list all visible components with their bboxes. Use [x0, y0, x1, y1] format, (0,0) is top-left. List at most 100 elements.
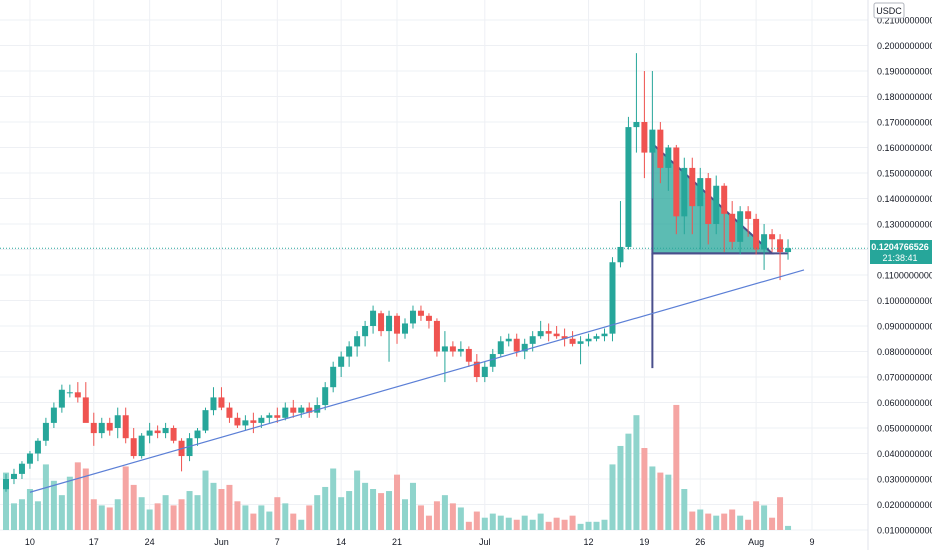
candle-body[interactable]	[250, 420, 257, 423]
candle[interactable]	[729, 201, 736, 250]
candle-body[interactable]	[593, 336, 600, 339]
candle[interactable]	[521, 338, 528, 360]
candle-body[interactable]	[417, 310, 424, 316]
candle[interactable]	[465, 346, 472, 367]
descending-triangle-drawing[interactable]	[651, 141, 789, 369]
candle[interactable]	[473, 354, 480, 383]
candle[interactable]	[402, 318, 408, 339]
candle-body[interactable]	[402, 323, 408, 334]
candle[interactable]	[577, 336, 584, 365]
candle-body[interactable]	[601, 333, 608, 337]
candle-body[interactable]	[609, 262, 616, 334]
candle-body[interactable]	[641, 122, 648, 153]
candle[interactable]	[146, 422, 153, 444]
candle-body[interactable]	[378, 313, 385, 332]
candle-body[interactable]	[138, 435, 145, 457]
candle[interactable]	[10, 468, 17, 485]
candle-body[interactable]	[90, 422, 97, 434]
candle[interactable]	[449, 341, 456, 357]
candle-body[interactable]	[82, 397, 89, 423]
candle-body[interactable]	[274, 415, 281, 418]
candle-body[interactable]	[298, 407, 305, 413]
candle-body[interactable]	[66, 392, 73, 394]
candle-body[interactable]	[553, 333, 560, 337]
candle-body[interactable]	[449, 346, 456, 352]
candle-body[interactable]	[561, 336, 568, 339]
candle-body[interactable]	[481, 366, 488, 377]
candle[interactable]	[665, 144, 672, 191]
candle[interactable]	[394, 313, 401, 344]
candle[interactable]	[194, 428, 201, 446]
candle-body[interactable]	[266, 415, 273, 418]
candle-body[interactable]	[234, 417, 241, 426]
candle[interactable]	[274, 407, 281, 423]
candle-body[interactable]	[409, 310, 416, 324]
candle[interactable]	[90, 412, 97, 446]
candle-body[interactable]	[258, 417, 265, 423]
candle-body[interactable]	[34, 440, 41, 454]
candle-body[interactable]	[338, 356, 345, 367]
candle-body[interactable]	[433, 320, 440, 352]
candle-body[interactable]	[777, 239, 784, 253]
candle[interactable]	[298, 405, 305, 418]
candle-body[interactable]	[753, 218, 760, 250]
candle-body[interactable]	[106, 422, 113, 431]
candle-body[interactable]	[425, 315, 432, 321]
candle[interactable]	[50, 402, 57, 429]
candle[interactable]	[226, 402, 233, 423]
candle-body[interactable]	[98, 422, 105, 434]
candle[interactable]	[306, 402, 313, 418]
candle-body[interactable]	[218, 397, 225, 408]
candle-body[interactable]	[226, 407, 233, 418]
candle[interactable]	[785, 239, 792, 260]
candle[interactable]	[42, 417, 49, 446]
candle-body[interactable]	[649, 129, 656, 153]
candle[interactable]	[569, 331, 576, 347]
candle-body[interactable]	[202, 410, 209, 431]
candle[interactable]	[625, 116, 632, 250]
candle[interactable]	[58, 384, 65, 413]
candle-body[interactable]	[673, 147, 680, 217]
candle-body[interactable]	[577, 341, 584, 344]
candle[interactable]	[98, 417, 105, 439]
candle[interactable]	[330, 361, 337, 393]
candle-body[interactable]	[306, 407, 313, 413]
candle-body[interactable]	[473, 361, 480, 377]
candle-body[interactable]	[386, 315, 393, 332]
candle[interactable]	[545, 323, 552, 342]
candle[interactable]	[417, 305, 424, 321]
candle[interactable]	[234, 412, 241, 428]
candle-body[interactable]	[617, 246, 624, 263]
candle[interactable]	[3, 473, 9, 492]
candle[interactable]	[66, 384, 73, 398]
candle[interactable]	[649, 71, 656, 199]
candle[interactable]	[130, 428, 137, 459]
candle[interactable]	[409, 305, 416, 329]
candle[interactable]	[346, 341, 353, 367]
candle-body[interactable]	[170, 428, 177, 441]
candle[interactable]	[122, 407, 129, 444]
candle-body[interactable]	[10, 473, 17, 479]
candle[interactable]	[370, 305, 377, 334]
candle[interactable]	[170, 425, 177, 444]
candle-body[interactable]	[186, 438, 193, 457]
candle-body[interactable]	[194, 430, 201, 439]
candle-body[interactable]	[585, 338, 592, 342]
candle-body[interactable]	[465, 348, 472, 362]
candle-body[interactable]	[721, 185, 728, 214]
candle-body[interactable]	[713, 185, 720, 224]
candle-body[interactable]	[737, 211, 744, 242]
candle-body[interactable]	[505, 338, 512, 342]
candle-body[interactable]	[370, 310, 377, 326]
candle[interactable]	[745, 206, 752, 237]
candlesticks[interactable]	[3, 53, 792, 492]
candle-body[interactable]	[729, 213, 736, 242]
candle-body[interactable]	[785, 248, 792, 253]
candle-body[interactable]	[625, 127, 632, 247]
candle[interactable]	[641, 71, 648, 179]
candle[interactable]	[314, 397, 321, 418]
candle[interactable]	[290, 399, 297, 418]
candle[interactable]	[441, 331, 448, 383]
candle[interactable]	[186, 433, 193, 462]
